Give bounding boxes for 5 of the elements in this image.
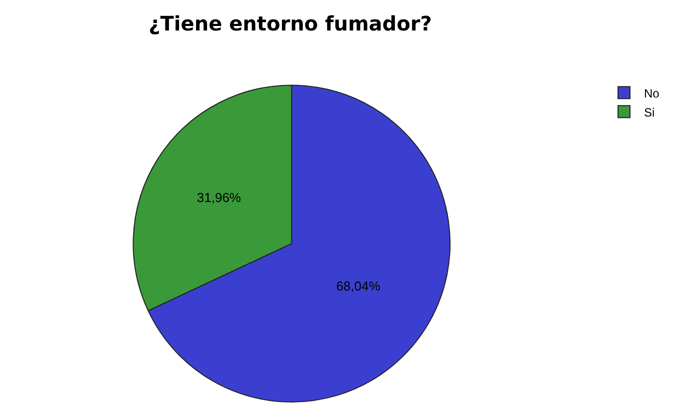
legend-label: No (644, 86, 660, 100)
legend-label: Si (644, 105, 655, 120)
data-label: 31,96% (196, 190, 242, 205)
data-label: 68,04% (336, 278, 381, 294)
chart-title: ¿Tiene entorno fumador? (148, 11, 432, 36)
